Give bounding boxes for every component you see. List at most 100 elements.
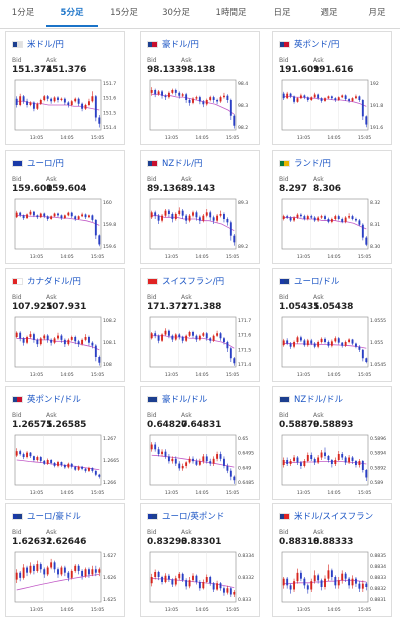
- candle-body: [164, 451, 167, 457]
- candle-body: [344, 95, 347, 100]
- candle-body: [306, 97, 309, 100]
- candle-body: [296, 457, 299, 463]
- tab-timeframe-1[interactable]: 1分足: [11, 8, 35, 18]
- pair-name-link[interactable]: 英ポンド/円: [294, 40, 340, 50]
- pair-name-link[interactable]: 豪ドル/円: [162, 40, 199, 50]
- tab-timeframe-8[interactable]: 月足: [368, 8, 386, 18]
- y-tick-label: 0.833: [238, 597, 251, 603]
- y-tick-label: 0.6485: [238, 480, 254, 486]
- pair-name-link[interactable]: 豪ドル/ドル: [162, 395, 208, 405]
- candle-body: [63, 567, 66, 573]
- candle-body: [50, 460, 53, 463]
- flag-left-color: [280, 278, 285, 284]
- currency-card[interactable]: ユーロ/ドル Bid Ask 1.05435 1.05438 1.0555 1.055 1.0…: [272, 268, 392, 382]
- x-tick-label: 13:05: [30, 490, 43, 496]
- bid-label: Bid: [12, 57, 22, 64]
- candle-body: [320, 338, 323, 342]
- bid-value: 0.64827: [147, 420, 188, 430]
- price-chart: 108.2 108.1 108 13:05 14:05 15:05: [14, 316, 116, 378]
- bid-value: 0.58879: [279, 420, 320, 430]
- y-tick-label: 1.2665: [103, 458, 119, 464]
- ask-label: Ask: [46, 529, 57, 536]
- tab-timeframe-5[interactable]: 1時間足: [215, 8, 247, 18]
- pair-name-link[interactable]: ユーロ/ドル: [294, 277, 340, 287]
- currency-card[interactable]: NZドル/ドル Bid Ask 0.58879 0.58893 0.5896 0.5894 0…: [272, 386, 392, 500]
- candle-body: [77, 565, 80, 571]
- ask-label: Ask: [46, 412, 57, 419]
- currency-card[interactable]: ユーロ/円 Bid Ask 159.600 159.604 160 159.8 159.6 13…: [5, 150, 125, 264]
- price-chart: 171.7 171.6 171.5 171.4 13:05 14:05 15:05: [149, 316, 251, 378]
- candle-body: [198, 97, 201, 102]
- currency-card[interactable]: 米ドル/円 Bid Ask 151.374 151.376 151.7 151.6 151.5…: [5, 31, 125, 145]
- candle-body: [84, 337, 87, 340]
- candle-body: [365, 470, 368, 478]
- currency-card[interactable]: カナダドル/円 Bid Ask 107.925 107.931 108.2 108.1 108…: [5, 268, 125, 382]
- y-tick-label: 151.5: [103, 110, 116, 116]
- candle-body: [219, 454, 222, 459]
- currency-card[interactable]: ユーロ/英ポンド Bid Ask 0.83293 0.83301 0.8334 0.8332…: [140, 503, 260, 617]
- x-tick-label: 13:05: [30, 135, 43, 141]
- candle-body: [195, 335, 198, 340]
- y-tick-label: 160: [103, 200, 112, 206]
- currency-card[interactable]: ランド/円 Bid Ask 8.297 8.306 8.32 8.31 8.30 13:05 14…: [272, 150, 392, 264]
- pair-name-link[interactable]: ユーロ/円: [27, 159, 64, 169]
- flag-right-color: [17, 41, 22, 47]
- pair-name-link[interactable]: カナダドル/円: [27, 277, 81, 287]
- candle-body: [212, 335, 215, 341]
- flag-left-color: [148, 396, 153, 402]
- candle-body: [88, 467, 90, 471]
- tab-timeframe-6[interactable]: 日足: [273, 8, 291, 18]
- y-tick-label: 1.0545: [370, 362, 386, 368]
- candle-body: [161, 91, 163, 96]
- candle-body: [181, 573, 184, 581]
- candle-body: [202, 215, 205, 221]
- pair-name-link[interactable]: 米ドル/円: [27, 40, 64, 50]
- candle-body: [216, 100, 219, 102]
- pair-name-link[interactable]: ユーロ/英ポンド: [162, 512, 225, 522]
- pair-name-link[interactable]: ユーロ/豪ドル: [27, 512, 81, 522]
- bid-value: 151.374: [12, 65, 53, 75]
- currency-card[interactable]: NZドル/円 Bid Ask 89.136 89.143 89.3 89.2 13:05 14:…: [140, 150, 260, 264]
- candle-body: [32, 211, 35, 216]
- x-tick-label: 15:05: [91, 254, 104, 260]
- candle-body: [77, 98, 80, 104]
- card-header: 豪ドル/ドル: [147, 393, 207, 405]
- pair-name-link[interactable]: ランド/円: [294, 159, 331, 169]
- candle-body: [209, 577, 212, 584]
- currency-card[interactable]: 米ドル/スイスフラン Bid Ask 0.88318 0.88333 0.8835 0.88…: [272, 503, 392, 617]
- bid-label: Bid: [147, 57, 157, 64]
- currency-card[interactable]: 豪ドル/ドル Bid Ask 0.64827 0.64831 0.65 0.6495 0.64…: [140, 386, 260, 500]
- candle-body: [337, 97, 340, 100]
- tab-timeframe-4[interactable]: 30分足: [162, 8, 190, 18]
- candle-body: [57, 569, 59, 575]
- candle-body: [178, 92, 181, 96]
- currency-card[interactable]: スイスフラン/円 Bid Ask 171.372 171.388 171.7 171.6 17…: [140, 268, 260, 382]
- pair-name-link[interactable]: NZドル/円: [162, 159, 203, 169]
- candle-body: [226, 342, 229, 349]
- price-chart: 1.0555 1.055 1.0545 13:05 14:05 15:05: [281, 316, 386, 378]
- candle-body: [161, 451, 163, 455]
- candle-body: [334, 98, 337, 100]
- currency-card[interactable]: ユーロ/豪ドル Bid Ask 1.62632 1.62646 1.627 1.626 1.6…: [5, 503, 125, 617]
- tab-timeframe-2[interactable]: 5分足: [46, 0, 98, 27]
- tab-timeframe-7[interactable]: 週足: [320, 8, 338, 18]
- price-chart: 160 159.8 159.6 13:05 14:05 15:05: [14, 198, 116, 260]
- candle-body: [19, 212, 22, 216]
- currency-card[interactable]: 豪ドル/円 Bid Ask 98.133 98.138 98.4 98.3 98.2 13:05…: [140, 31, 260, 145]
- tab-timeframe-3[interactable]: 15分足: [110, 8, 138, 18]
- currency-card[interactable]: 英ポンド/円 Bid Ask 191.609 191.616 192 191.8 191.6 1…: [272, 31, 392, 145]
- y-tick-label: 0.6495: [238, 451, 254, 457]
- flag-right-color: [152, 41, 157, 47]
- candle-body: [50, 339, 53, 343]
- bid-label: Bid: [147, 529, 157, 536]
- bid-value: 0.88318: [279, 537, 320, 547]
- bid-label: Bid: [147, 294, 157, 301]
- pair-name-link[interactable]: 米ドル/スイスフラン: [294, 512, 374, 522]
- currency-card[interactable]: 英ポンド/ドル Bid Ask 1.26575 1.26585 1.267 1.2665 1.…: [5, 386, 125, 500]
- pair-name-link[interactable]: スイスフラン/円: [162, 277, 225, 287]
- candle-body: [313, 575, 316, 582]
- flag-icon: [12, 395, 23, 403]
- y-tick-label: 8.30: [370, 244, 380, 250]
- pair-name-link[interactable]: NZドル/ドル: [294, 395, 344, 405]
- pair-name-link[interactable]: 英ポンド/ドル: [27, 395, 81, 405]
